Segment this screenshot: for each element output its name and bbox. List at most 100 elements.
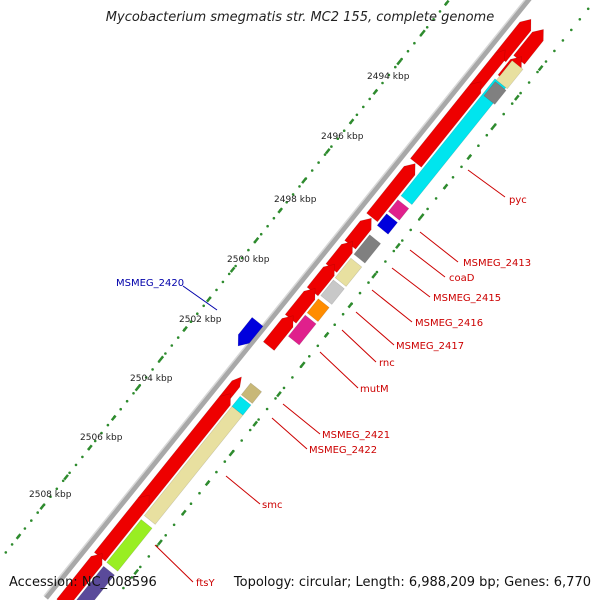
inner-dot [282,386,286,390]
feature-msmeg-2425 [76,565,115,600]
inner-dot [536,70,539,74]
outer-dot [259,232,263,236]
inner-dot [384,260,387,263]
scale-tick [372,88,379,96]
inner-dot [240,439,243,442]
outer-dot [36,511,39,514]
feature-msmeg-2415 [353,234,382,264]
outer-dot [61,479,65,483]
scale-tick [39,503,46,510]
outer-dot [323,153,327,156]
tick-label-2500: 2500 kbp [227,255,270,265]
inner-tick [157,539,163,546]
gene-callouts [154,169,506,583]
feature-rnc [306,298,330,323]
scale-tick [87,444,93,451]
feature-msmeg-2420 [237,316,264,347]
inner-dot [291,376,294,379]
gene-label-coad[interactable]: coaD [449,273,475,284]
outer-dot [406,49,410,53]
gene-label-msmeg-2413[interactable]: MSMEG_2413 [463,258,531,269]
inner-tick [347,302,354,309]
callout-line [391,267,431,298]
gene-label-msmeg-2415[interactable]: MSMEG_2415 [433,293,501,304]
inner-dot [164,534,167,537]
outer-dot [202,304,205,308]
scale-ticks [15,0,544,576]
gene-label-smc[interactable]: smc [262,500,282,511]
scale-tick [158,355,165,362]
feature-smc [143,405,244,525]
gene-label-msmeg-2421[interactable]: MSMEG_2421 [322,430,390,441]
callout-line [419,231,459,263]
gene-label-mutm[interactable]: mutM [360,384,389,395]
outer-dot [362,105,365,109]
inner-tick [276,391,282,398]
inner-dot [451,176,455,179]
outer-dot [317,161,320,164]
gene-label-msmeg-2420[interactable]: MSMEG_2420 [116,278,184,289]
tick-label-2506: 2506 kbp [80,433,123,443]
tick-label-2494: 2494 kbp [367,72,410,82]
inner-dot [586,7,590,11]
outer-dot [151,368,154,371]
inner-dot [409,228,413,232]
inner-tick [395,242,401,250]
outer-dot [144,376,148,379]
scale-tick [348,118,355,125]
inner-dot [426,207,429,211]
callout-line [341,329,377,363]
outer-dot [132,392,135,395]
gene-label-rnc[interactable]: rnc [379,358,395,369]
outer-dot [74,463,78,467]
gene-label-msmeg-2416[interactable]: MSMEG_2416 [415,318,483,329]
inner-dot [570,28,573,32]
gene-label-msmeg-2417[interactable]: MSMEG_2417 [396,341,464,352]
outer-dot [368,97,372,101]
inner-tick [490,124,496,131]
outer-dot [100,431,103,435]
callout-line [154,544,194,583]
inner-dot [333,323,337,327]
outer-dot [336,137,340,140]
outer-dot [310,169,314,172]
feature-cds [137,393,231,507]
outer-dot [170,344,174,347]
feature-msmeg-2416 [334,257,363,287]
inner-tick [466,153,473,161]
outer-dot [196,312,199,316]
gene-label-ftsy[interactable]: ftsY [196,578,215,589]
tick-label-2496: 2496 kbp [321,132,364,142]
callout-line [319,351,359,389]
inner-dot [189,502,193,506]
outer-dot [381,81,384,85]
outer-dot [10,543,14,546]
inner-dot [434,197,438,200]
feature-gray [483,81,507,105]
outer-dot [342,129,346,132]
inner-dot [561,39,565,42]
feature-cds [56,553,103,600]
gene-label-pyc[interactable]: pyc [509,195,527,206]
inner-dot [485,133,489,137]
inner-dot [544,60,548,63]
outer-dot [330,145,333,148]
outer-dot [240,256,244,260]
tick-label-2498: 2498 kbp [274,195,317,205]
inner-dot [248,428,252,432]
tick-label-2502: 2502 kbp [179,315,222,325]
gene-label-msmeg-2422[interactable]: MSMEG_2422 [309,445,377,456]
outer-dot [266,224,269,228]
scale-tick [205,296,212,303]
scale-tick [63,474,69,481]
outer-dot [93,439,97,443]
tick-label-2508: 2508 kbp [29,490,72,500]
inner-dot [172,523,176,527]
inner-dot [392,249,396,253]
inner-dot [215,470,218,474]
inner-dot [198,491,201,495]
tick-label-2504: 2504 kbp [130,374,173,384]
outer-dot [189,320,193,324]
inner-tick [252,420,259,427]
